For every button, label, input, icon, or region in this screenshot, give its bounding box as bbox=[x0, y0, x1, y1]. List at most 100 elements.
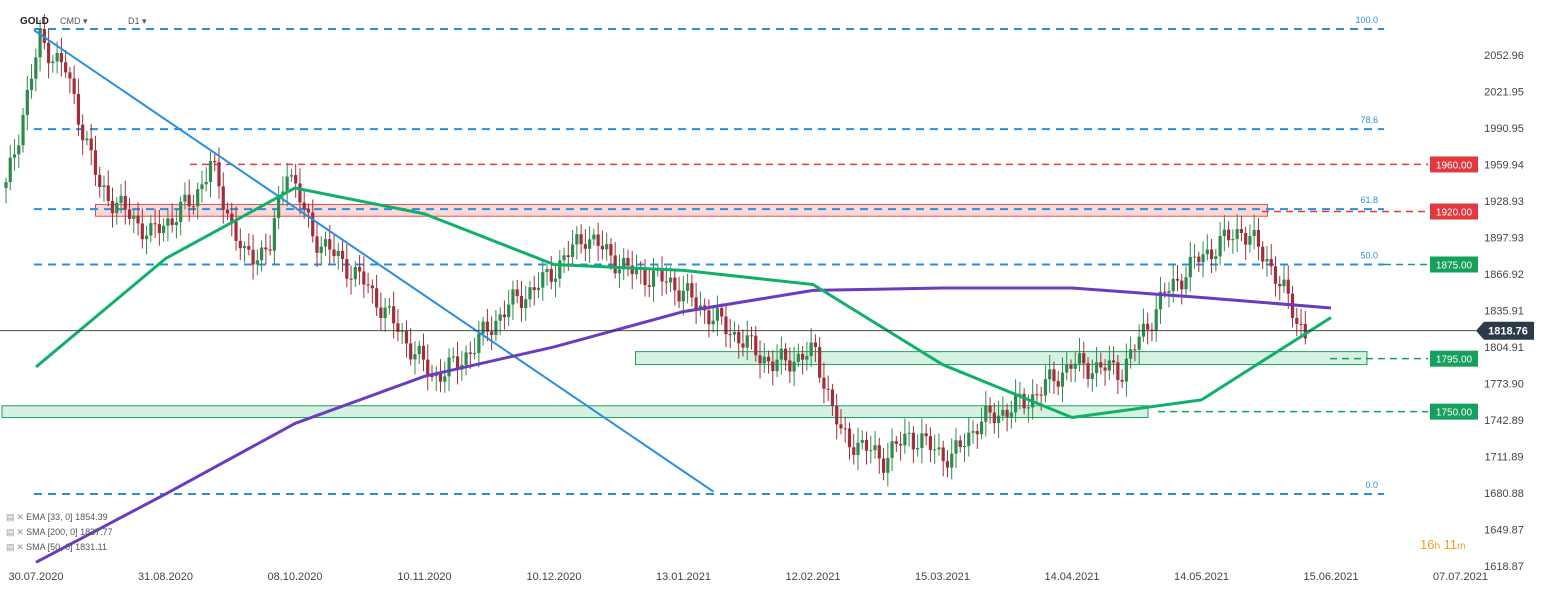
candle bbox=[877, 445, 881, 459]
y-axis-tick: 1959.94 bbox=[1484, 160, 1524, 172]
candle bbox=[247, 246, 251, 250]
candle bbox=[1299, 323, 1303, 325]
close-icon[interactable]: ✕ bbox=[16, 542, 25, 552]
visibility-icon[interactable]: ▤ bbox=[6, 527, 15, 537]
candle bbox=[336, 250, 340, 257]
candle bbox=[59, 52, 63, 63]
candle bbox=[818, 346, 822, 378]
candle bbox=[1252, 229, 1256, 237]
candle bbox=[835, 405, 839, 425]
candle bbox=[170, 218, 174, 226]
candle bbox=[617, 269, 622, 274]
candle bbox=[792, 361, 796, 372]
candle bbox=[562, 255, 566, 261]
candle bbox=[289, 175, 294, 177]
x-axis-tick: 15.03.2021 bbox=[915, 571, 970, 583]
close-icon[interactable]: ✕ bbox=[16, 512, 25, 522]
indicator-sma200[interactable]: ▤ ✕ SMA [200, 0] 1837.77 bbox=[6, 527, 113, 537]
candle bbox=[1141, 323, 1146, 337]
candle bbox=[306, 208, 311, 213]
candle bbox=[553, 278, 558, 282]
price-level-tag bbox=[1430, 256, 1478, 273]
candle bbox=[426, 359, 430, 377]
candle bbox=[4, 182, 8, 188]
candle bbox=[208, 160, 213, 182]
candle bbox=[421, 345, 426, 360]
price-level-tag bbox=[1430, 156, 1478, 173]
y-axis-tick: 1990.95 bbox=[1484, 123, 1524, 135]
candle bbox=[47, 42, 51, 64]
interval-selector[interactable]: D1 ▾ bbox=[128, 16, 147, 26]
zone-support-2 bbox=[1, 405, 1149, 419]
x-axis-tick: 15.06.2021 bbox=[1303, 571, 1358, 583]
indicator-sma50[interactable]: ▤ ✕ SMA [50, 0] 1831.11 bbox=[6, 542, 107, 552]
candle bbox=[383, 307, 387, 319]
candle bbox=[771, 361, 775, 372]
candle bbox=[916, 448, 920, 450]
candle bbox=[766, 356, 771, 362]
candle bbox=[741, 343, 745, 348]
y-axis-tick: 2021.95 bbox=[1484, 87, 1524, 99]
indicator-ema[interactable]: ▤ ✕ EMA [33, 0] 1854.39 bbox=[6, 512, 108, 522]
y-axis-tick: 1618.87 bbox=[1484, 561, 1524, 573]
candle bbox=[864, 439, 869, 451]
candle bbox=[524, 299, 528, 308]
candle bbox=[494, 320, 498, 335]
symbol-label[interactable]: GOLD bbox=[20, 16, 49, 27]
price-level-label: 1875.00 bbox=[1436, 260, 1473, 271]
candle bbox=[451, 356, 455, 358]
candle bbox=[123, 195, 127, 210]
candle bbox=[1171, 278, 1175, 292]
y-axis-tick: 1711.89 bbox=[1485, 452, 1524, 464]
visibility-icon[interactable]: ▤ bbox=[6, 512, 15, 522]
candle bbox=[98, 174, 102, 187]
candle bbox=[238, 240, 242, 249]
candle bbox=[285, 176, 289, 192]
candle bbox=[400, 330, 404, 332]
candle bbox=[21, 115, 25, 146]
candle bbox=[1273, 266, 1278, 284]
y-axis-tick: 1897.93 bbox=[1484, 233, 1524, 245]
candle bbox=[196, 189, 200, 207]
y-axis-tick: 1928.93 bbox=[1484, 196, 1524, 208]
y-axis-tick: 1649.87 bbox=[1484, 525, 1524, 537]
candle bbox=[549, 269, 553, 282]
candle bbox=[1175, 278, 1180, 281]
candle bbox=[349, 278, 353, 280]
zone-resistance-0 bbox=[95, 203, 1268, 217]
close-icon[interactable]: ✕ bbox=[16, 527, 25, 537]
candle bbox=[566, 255, 570, 258]
visibility-icon[interactable]: ▤ bbox=[6, 542, 15, 552]
candle bbox=[1026, 407, 1030, 409]
y-axis-tick: 2052.96 bbox=[1484, 50, 1524, 62]
x-axis-tick: 10.12.2020 bbox=[526, 571, 581, 583]
candle bbox=[1192, 256, 1197, 258]
candle bbox=[1244, 233, 1248, 245]
candle bbox=[1039, 394, 1043, 396]
candle bbox=[613, 255, 617, 274]
price-level-label: 1795.00 bbox=[1436, 355, 1473, 366]
y-axis-tick: 1773.90 bbox=[1484, 379, 1524, 391]
candle bbox=[1278, 283, 1282, 287]
candle bbox=[455, 356, 460, 370]
candle bbox=[847, 428, 852, 448]
x-axis-tick: 07.07.2021 bbox=[1433, 571, 1488, 583]
candle bbox=[869, 450, 873, 452]
candle bbox=[76, 93, 81, 125]
candle bbox=[132, 215, 136, 219]
candle bbox=[881, 458, 886, 473]
candle bbox=[720, 308, 724, 317]
x-axis-tick: 13.01.2021 bbox=[656, 571, 711, 583]
price-level-tag bbox=[1430, 350, 1478, 367]
chevron-down-icon[interactable]: ▾ bbox=[83, 16, 88, 26]
candle bbox=[447, 357, 451, 377]
candle bbox=[396, 323, 400, 332]
chevron-down-icon[interactable]: ▾ bbox=[142, 16, 147, 26]
candle bbox=[1286, 279, 1290, 294]
candle bbox=[375, 288, 379, 308]
candle bbox=[839, 424, 843, 429]
candle bbox=[813, 342, 817, 347]
candle bbox=[600, 245, 604, 250]
candle bbox=[29, 78, 34, 90]
